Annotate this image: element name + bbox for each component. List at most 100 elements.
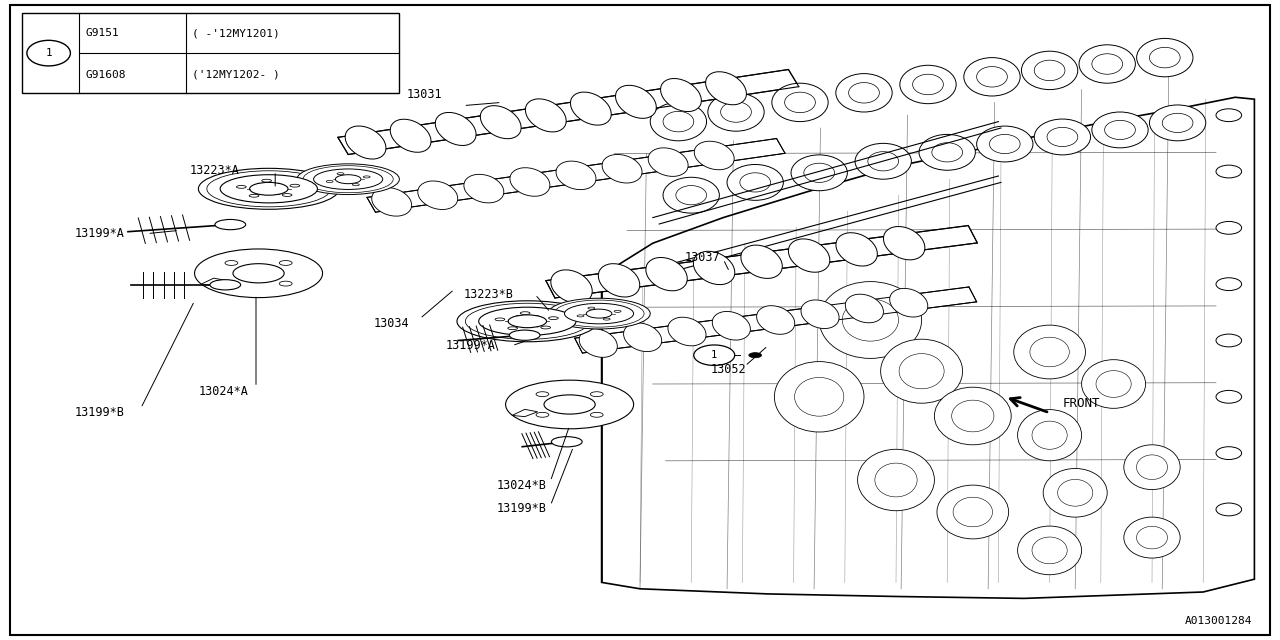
Ellipse shape xyxy=(977,126,1033,162)
Ellipse shape xyxy=(261,179,271,182)
Ellipse shape xyxy=(1124,445,1180,490)
Ellipse shape xyxy=(1216,165,1242,178)
Text: A013001284: A013001284 xyxy=(1184,616,1252,626)
Text: 13199*A: 13199*A xyxy=(445,339,495,352)
Ellipse shape xyxy=(549,317,558,319)
Ellipse shape xyxy=(623,323,662,351)
Ellipse shape xyxy=(588,307,595,309)
Ellipse shape xyxy=(1092,112,1148,148)
Ellipse shape xyxy=(1032,421,1068,449)
Ellipse shape xyxy=(937,485,1009,539)
Text: 13034: 13034 xyxy=(374,317,410,330)
Ellipse shape xyxy=(774,362,864,432)
Ellipse shape xyxy=(836,233,877,266)
Text: ( -'12MY1201): ( -'12MY1201) xyxy=(192,28,280,38)
Ellipse shape xyxy=(791,155,847,191)
Ellipse shape xyxy=(964,58,1020,96)
Text: ('12MY1202- ): ('12MY1202- ) xyxy=(192,70,280,80)
Ellipse shape xyxy=(250,195,259,197)
Ellipse shape xyxy=(479,307,576,335)
Ellipse shape xyxy=(881,339,963,403)
Ellipse shape xyxy=(291,184,300,187)
Polygon shape xyxy=(512,410,538,417)
Ellipse shape xyxy=(590,392,603,397)
Ellipse shape xyxy=(508,315,547,328)
Ellipse shape xyxy=(1149,47,1180,68)
Text: 13031: 13031 xyxy=(407,88,443,101)
Ellipse shape xyxy=(1137,526,1167,549)
Ellipse shape xyxy=(552,436,582,447)
Ellipse shape xyxy=(712,312,750,340)
Ellipse shape xyxy=(371,188,412,216)
Ellipse shape xyxy=(727,164,783,200)
Ellipse shape xyxy=(326,180,333,182)
Ellipse shape xyxy=(1216,278,1242,291)
Ellipse shape xyxy=(1124,517,1180,558)
Ellipse shape xyxy=(466,303,589,339)
Ellipse shape xyxy=(210,280,241,290)
Ellipse shape xyxy=(785,92,815,113)
Ellipse shape xyxy=(1032,537,1068,564)
Ellipse shape xyxy=(506,380,634,429)
Polygon shape xyxy=(201,278,227,285)
Ellipse shape xyxy=(602,154,643,183)
Ellipse shape xyxy=(932,143,963,162)
Ellipse shape xyxy=(346,126,387,159)
Ellipse shape xyxy=(868,152,899,171)
Ellipse shape xyxy=(842,299,899,341)
Ellipse shape xyxy=(1096,371,1132,397)
Ellipse shape xyxy=(819,282,922,358)
Ellipse shape xyxy=(694,252,735,285)
Ellipse shape xyxy=(756,306,795,334)
Ellipse shape xyxy=(663,177,719,213)
Ellipse shape xyxy=(279,281,292,286)
Ellipse shape xyxy=(1216,334,1242,347)
Ellipse shape xyxy=(525,99,566,132)
Ellipse shape xyxy=(1216,109,1242,122)
Ellipse shape xyxy=(705,72,746,105)
Ellipse shape xyxy=(951,400,993,432)
Ellipse shape xyxy=(1105,120,1135,140)
Ellipse shape xyxy=(788,239,829,272)
Ellipse shape xyxy=(989,134,1020,154)
Ellipse shape xyxy=(650,102,707,141)
Ellipse shape xyxy=(390,119,431,152)
Ellipse shape xyxy=(536,412,549,417)
Ellipse shape xyxy=(283,194,292,196)
Ellipse shape xyxy=(337,173,344,175)
Ellipse shape xyxy=(554,300,644,327)
Ellipse shape xyxy=(1014,325,1085,379)
Ellipse shape xyxy=(417,181,458,209)
Ellipse shape xyxy=(548,298,650,329)
Ellipse shape xyxy=(1034,60,1065,81)
Ellipse shape xyxy=(1079,45,1135,83)
Ellipse shape xyxy=(577,315,584,317)
Ellipse shape xyxy=(1030,337,1069,367)
Ellipse shape xyxy=(1216,447,1242,460)
Ellipse shape xyxy=(1034,119,1091,155)
Ellipse shape xyxy=(660,79,701,111)
Ellipse shape xyxy=(1216,221,1242,234)
Ellipse shape xyxy=(556,161,596,189)
Ellipse shape xyxy=(207,171,330,207)
Ellipse shape xyxy=(749,353,762,358)
Ellipse shape xyxy=(303,166,393,193)
Ellipse shape xyxy=(1047,127,1078,147)
Ellipse shape xyxy=(480,106,521,139)
Text: 13223*B: 13223*B xyxy=(463,288,513,301)
Ellipse shape xyxy=(508,327,517,330)
Ellipse shape xyxy=(1149,105,1206,141)
Ellipse shape xyxy=(913,74,943,95)
Text: 13223*A: 13223*A xyxy=(189,164,239,177)
Text: 1: 1 xyxy=(45,48,52,58)
Ellipse shape xyxy=(1018,526,1082,575)
Ellipse shape xyxy=(900,65,956,104)
Text: 13199*B: 13199*B xyxy=(74,406,124,419)
Polygon shape xyxy=(367,138,785,212)
Ellipse shape xyxy=(509,168,550,196)
Ellipse shape xyxy=(536,392,549,397)
Ellipse shape xyxy=(520,312,530,314)
Polygon shape xyxy=(602,97,1254,598)
Ellipse shape xyxy=(1082,360,1146,408)
Ellipse shape xyxy=(564,303,634,324)
